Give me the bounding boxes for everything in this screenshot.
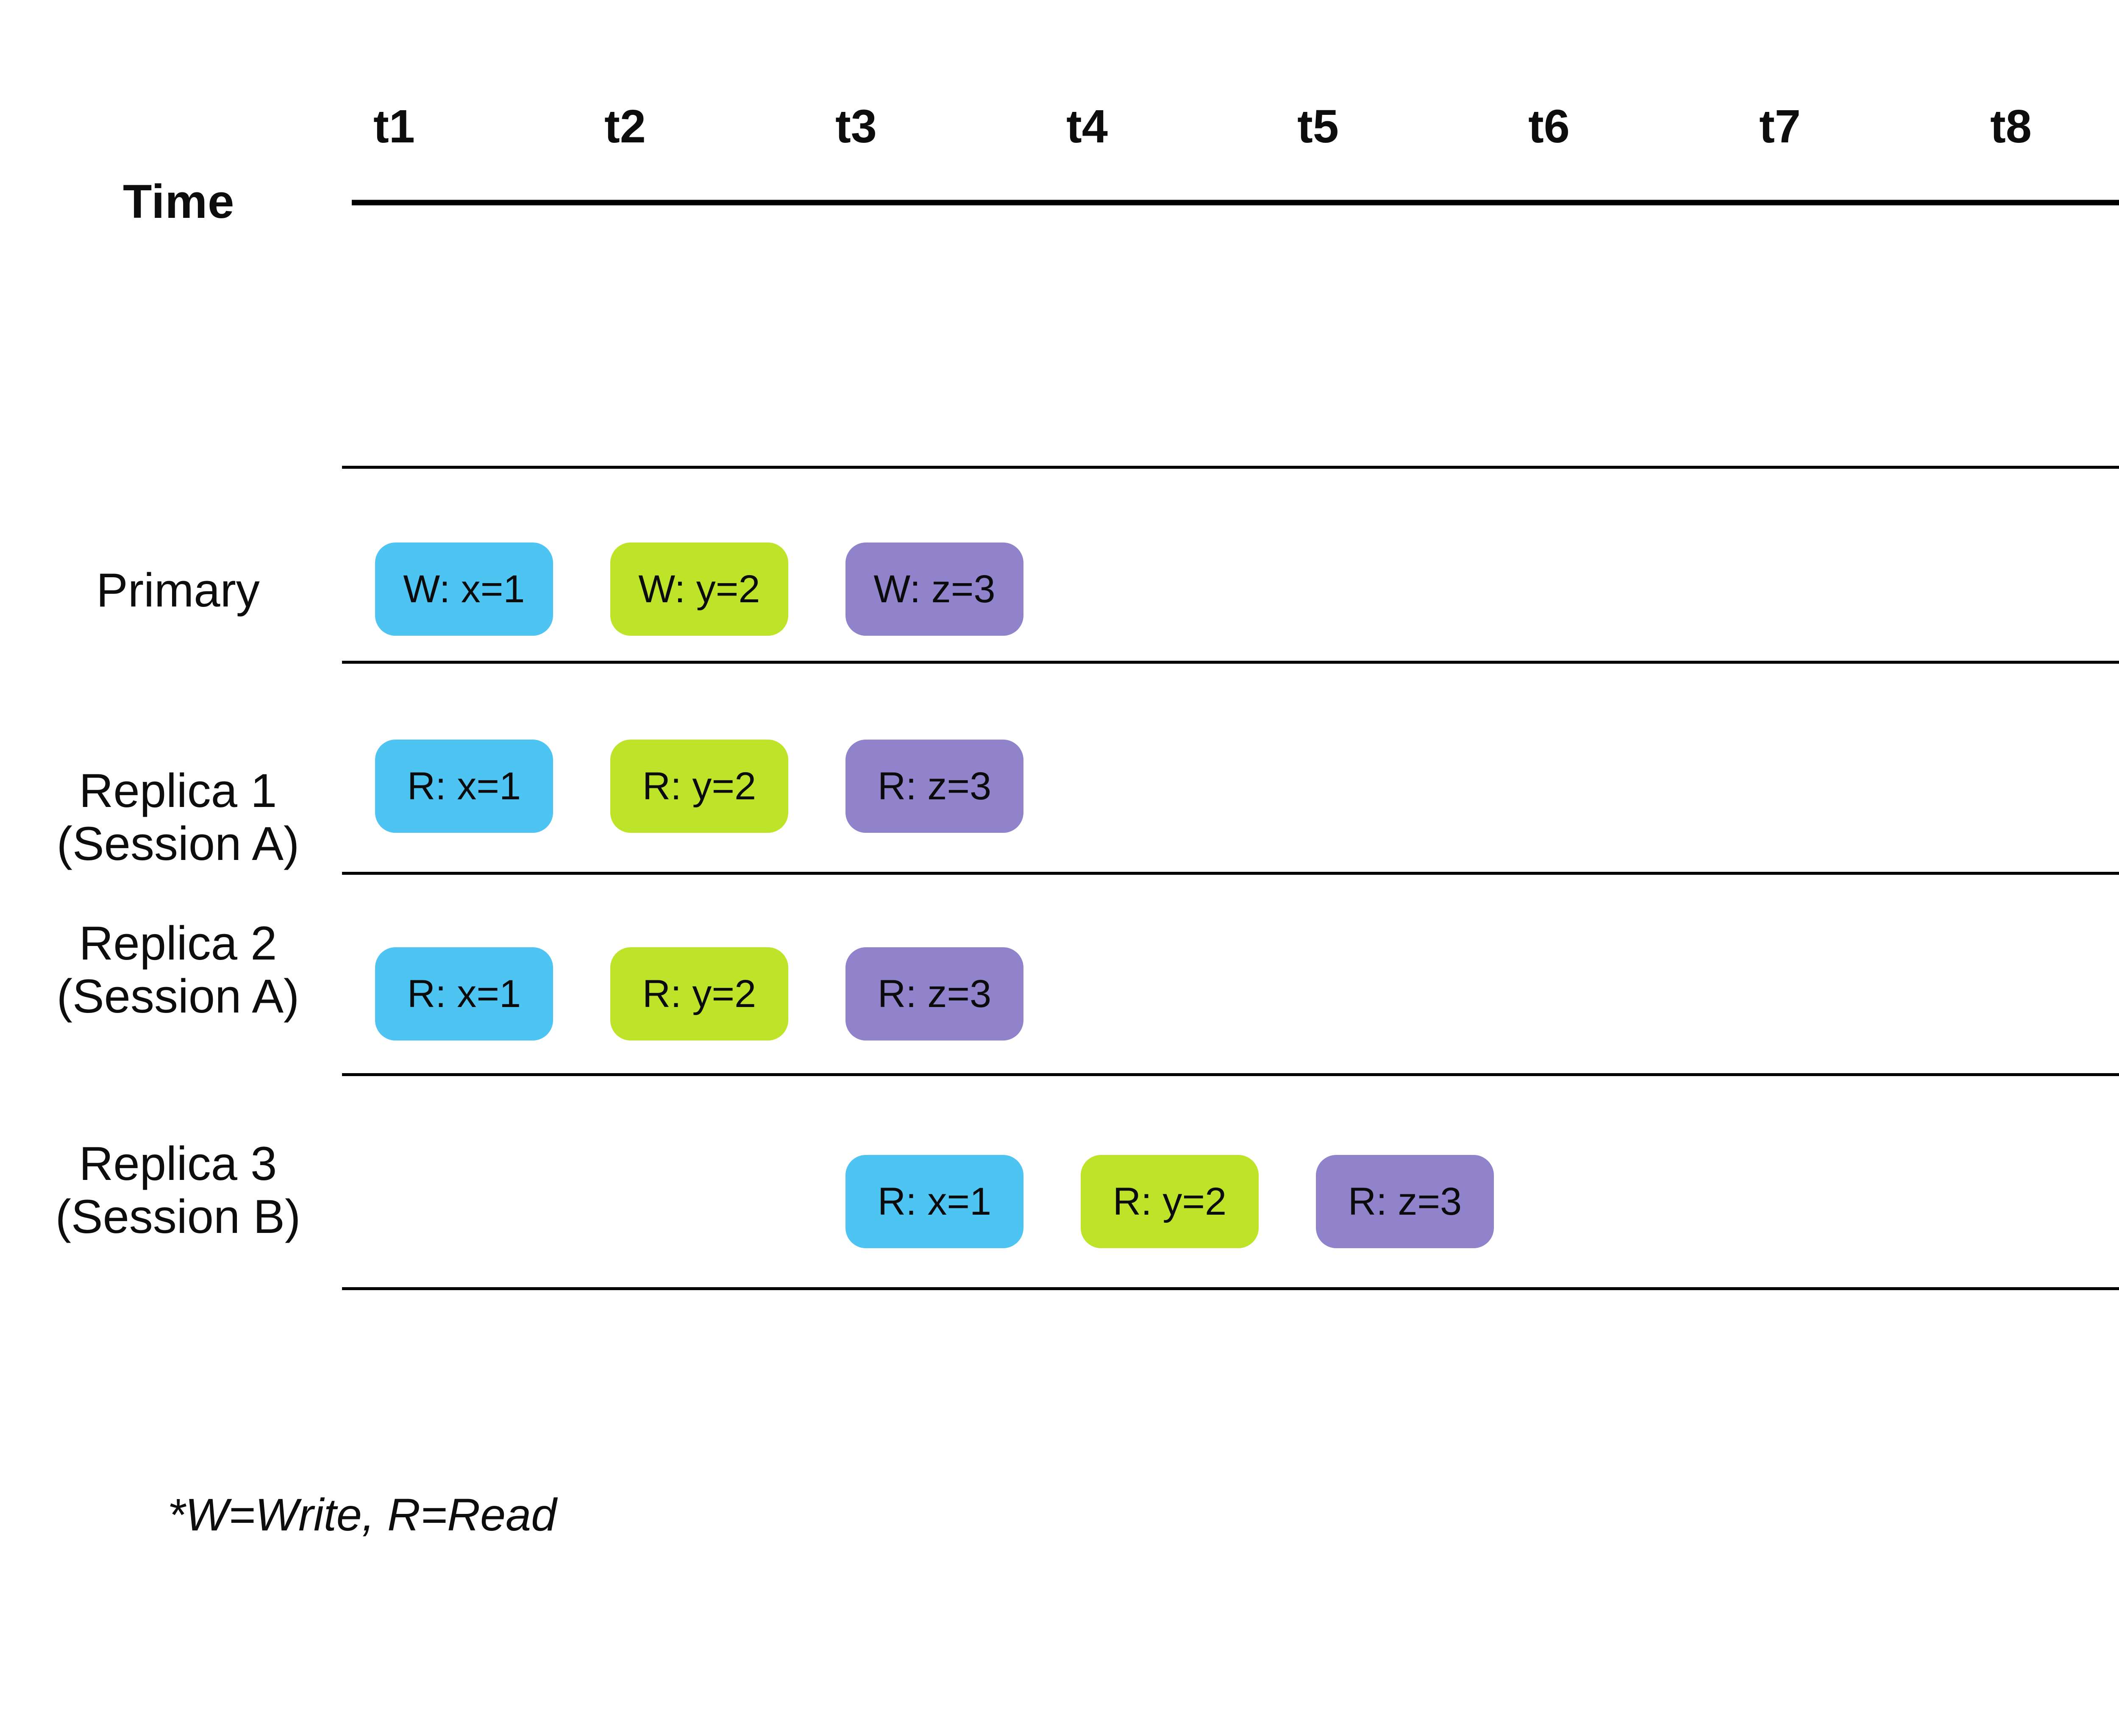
row-label-line: Replica 2 bbox=[79, 917, 277, 970]
event-box-read-x: R: x=1 bbox=[375, 947, 553, 1040]
row-label-line: Primary bbox=[96, 564, 260, 617]
event-box-write-x: W: x=1 bbox=[375, 542, 553, 636]
legend-footnote: *W=Write, R=Read bbox=[167, 1489, 557, 1540]
event-box-write-z: W: z=3 bbox=[845, 542, 1023, 636]
event-box-read-y: R: y=2 bbox=[1081, 1155, 1259, 1248]
tick-label-t5: t5 bbox=[1297, 100, 1339, 153]
row-label-primary: Primary bbox=[25, 564, 331, 617]
time-axis-arrow bbox=[352, 200, 2119, 206]
tick-label-t4: t4 bbox=[1066, 100, 1108, 153]
time-axis-title: Time bbox=[123, 175, 235, 228]
event-box-read-x: R: x=1 bbox=[375, 740, 553, 833]
tick-label-t3: t3 bbox=[835, 100, 877, 153]
event-box-read-z: R: z=3 bbox=[845, 947, 1023, 1040]
separator-line bbox=[342, 466, 2119, 469]
separator-line bbox=[342, 1287, 2119, 1290]
row-label-replica-2: Replica 2 (Session A) bbox=[25, 917, 331, 1023]
tick-label-t2: t2 bbox=[604, 100, 646, 153]
event-box-read-y: R: y=2 bbox=[610, 947, 788, 1040]
tick-label-t6: t6 bbox=[1528, 100, 1570, 153]
event-box-read-x: R: x=1 bbox=[845, 1155, 1023, 1248]
event-box-read-y: R: y=2 bbox=[610, 740, 788, 833]
row-label-replica-3: Replica 3 (Session B) bbox=[25, 1137, 331, 1243]
separator-line bbox=[342, 661, 2119, 664]
event-box-write-y: W: y=2 bbox=[610, 542, 788, 636]
row-label-line: (Session B) bbox=[55, 1190, 301, 1243]
tick-label-t7: t7 bbox=[1759, 100, 1801, 153]
event-box-read-z: R: z=3 bbox=[845, 740, 1023, 833]
separator-line bbox=[342, 872, 2119, 875]
row-label-line: (Session A) bbox=[56, 817, 300, 870]
event-box-read-z: R: z=3 bbox=[1316, 1155, 1494, 1248]
tick-label-t8: t8 bbox=[1990, 100, 2032, 153]
row-label-line: (Session A) bbox=[56, 970, 300, 1023]
row-label-replica-1: Replica 1 (Session A) bbox=[25, 764, 331, 870]
tick-label-t1: t1 bbox=[373, 100, 415, 153]
separator-line bbox=[342, 1073, 2119, 1076]
row-label-line: Replica 1 bbox=[79, 764, 277, 817]
row-label-line: Replica 3 bbox=[79, 1137, 277, 1190]
